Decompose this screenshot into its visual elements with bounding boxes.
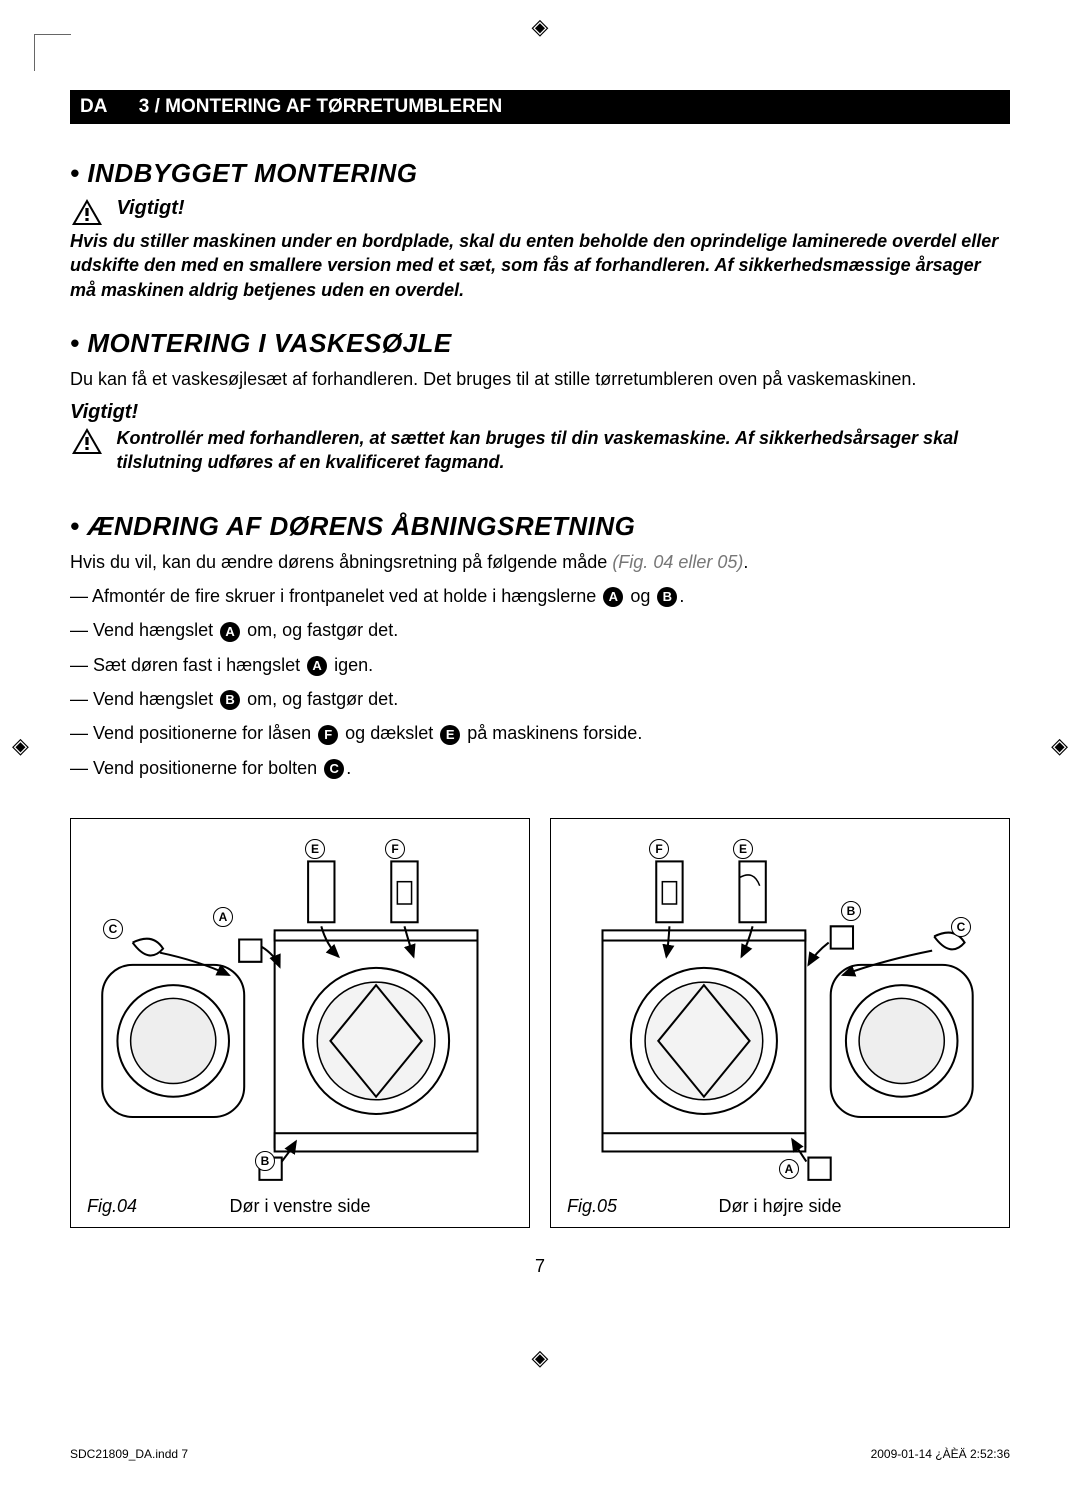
list-item: — Vend positionerne for låsen F og dæksl… — [70, 721, 1010, 745]
warning-text: Kontrollér med forhandleren, at sættet k… — [116, 426, 996, 475]
print-footer: SDC21809_DA.indd 7 2009-01-14 ¿ÀÈÄ 2:52:… — [70, 1447, 1010, 1461]
warning-label: Vigtigt! — [70, 401, 1010, 424]
figure-label-b: B — [255, 1151, 275, 1171]
list-item: — Vend hængslet B om, og fastgør det. — [70, 687, 1010, 711]
figure-label-c: C — [103, 919, 123, 939]
figure-caption: Dør i venstre side — [71, 1196, 529, 1217]
footer-right: 2009-01-14 ¿ÀÈÄ 2:52:36 — [871, 1447, 1010, 1461]
marker-b-icon: B — [657, 587, 677, 607]
page: ◈ ◈ ◈ ◈ DA 3 / MONTERING AF TØRRETUMBLER… — [0, 0, 1080, 1491]
marker-f-icon: F — [318, 725, 338, 745]
figure-label-e: E — [305, 839, 325, 859]
warning-block: Kontrollér med forhandleren, at sættet k… — [70, 426, 1010, 485]
page-number: 7 — [70, 1256, 1010, 1277]
figure-04: E F A C B Fig.04 Dør i venstre side — [70, 818, 530, 1228]
figure-reference: (Fig. 04 eller 05) — [612, 552, 743, 572]
registration-mark-icon: ◈ — [12, 733, 29, 759]
warning-text: Hvis du stiller maskinen under en bordpl… — [70, 229, 1010, 302]
warning-label: Vigtigt! — [116, 197, 184, 219]
footer-left: SDC21809_DA.indd 7 — [70, 1447, 188, 1461]
heading-dor: • ÆNDRING AF DØRENS ÅBNINGSRETNING — [70, 511, 1010, 542]
figure-label-f: F — [385, 839, 405, 859]
list-item: — Afmontér de fire skruer i frontpanelet… — [70, 584, 1010, 608]
list-item: — Sæt døren fast i hængslet A igen. — [70, 653, 1010, 677]
marker-e-icon: E — [440, 725, 460, 745]
section2-intro: Du kan få et vaskesøjlesæt af forhandler… — [70, 367, 1010, 391]
warning-icon — [70, 197, 104, 227]
figure-05: F E B C A Fig.05 Dør i højre side — [550, 818, 1010, 1228]
section-title: 3 / MONTERING AF TØRRETUMBLEREN — [139, 96, 502, 117]
lang-code: DA — [80, 96, 133, 118]
dryer-left-diagram — [87, 833, 513, 1198]
registration-mark-icon: ◈ — [532, 14, 549, 40]
figure-label-a: A — [213, 907, 233, 927]
warning-block: Vigtigt! Hvis du stiller maskinen under … — [70, 197, 1010, 302]
section-header-bar: DA 3 / MONTERING AF TØRRETUMBLEREN — [70, 90, 1010, 124]
marker-c-icon: C — [324, 759, 344, 779]
figure-label-f: F — [649, 839, 669, 859]
heading-indbygget: • INDBYGGET MONTERING — [70, 158, 1010, 189]
marker-a-icon: A — [307, 656, 327, 676]
registration-mark-icon: ◈ — [532, 1345, 549, 1371]
figure-label-c: C — [951, 917, 971, 937]
list-item: — Vend hængslet A om, og fastgør det. — [70, 618, 1010, 642]
marker-b-icon: B — [220, 690, 240, 710]
figure-label-a: A — [779, 1159, 799, 1179]
figure-row: E F A C B Fig.04 Dør i venstre side — [70, 818, 1010, 1228]
figure-caption: Dør i højre side — [551, 1196, 1009, 1217]
warning-icon — [70, 426, 104, 456]
crop-mark — [34, 34, 71, 71]
marker-a-icon: A — [220, 622, 240, 642]
marker-a-icon: A — [603, 587, 623, 607]
section3-intro: Hvis du vil, kan du ændre dørens åbnings… — [70, 550, 1010, 574]
dryer-right-diagram — [567, 833, 993, 1198]
list-item: — Vend positionerne for bolten C. — [70, 756, 1010, 780]
figure-label-e: E — [733, 839, 753, 859]
registration-mark-icon: ◈ — [1051, 733, 1068, 759]
figure-label-b: B — [841, 901, 861, 921]
heading-vaskesojle: • MONTERING I VASKESØJLE — [70, 328, 1010, 359]
